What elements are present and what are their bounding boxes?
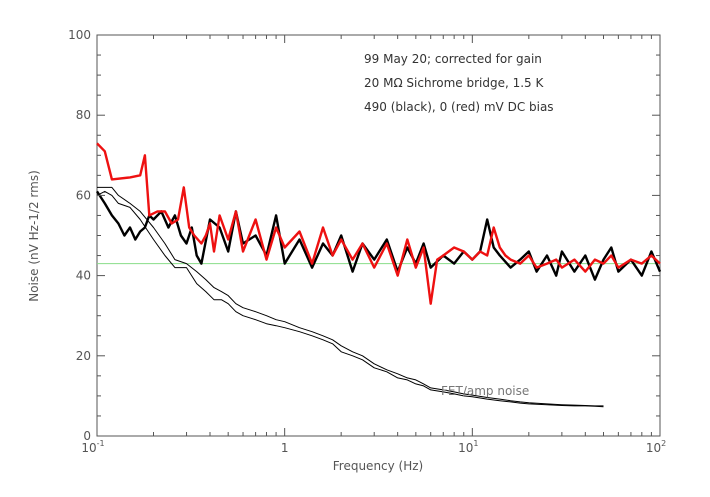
y-tick-label: 60 bbox=[76, 188, 91, 202]
y-tick-label: 0 bbox=[83, 429, 91, 443]
x-tick-label: 10-1 bbox=[81, 439, 104, 455]
x-tick-label: 1 bbox=[281, 441, 289, 455]
annotation-bridge: 20 MΩ Sichrome bridge, 1.5 K bbox=[364, 76, 545, 90]
tick-layer: 0 20 40 60 80 100 10-1 1 101 102 bbox=[68, 28, 666, 455]
y-tick-label: 40 bbox=[76, 269, 91, 283]
series-layer bbox=[95, 142, 662, 408]
y-tick-label: 20 bbox=[76, 349, 91, 363]
series-line-4 bbox=[97, 186, 604, 407]
y-axis-label: Noise (nV Hz-1/2 rms) bbox=[27, 170, 41, 302]
x-axis-label: Frequency (Hz) bbox=[333, 459, 424, 473]
y-tick-label: 100 bbox=[68, 28, 91, 42]
series-line-2 bbox=[96, 142, 661, 305]
y-tick-label: 80 bbox=[76, 108, 91, 122]
x-tick-label: 102 bbox=[646, 439, 666, 455]
annotation-date: 99 May 20; corrected for gain bbox=[364, 52, 542, 66]
series-line-3 bbox=[96, 190, 604, 408]
annotation-bias: 490 (black), 0 (red) mV DC bias bbox=[364, 100, 554, 114]
x-tick-label: 101 bbox=[458, 439, 478, 455]
fet-noise-label: FET/amp noise bbox=[441, 384, 529, 398]
